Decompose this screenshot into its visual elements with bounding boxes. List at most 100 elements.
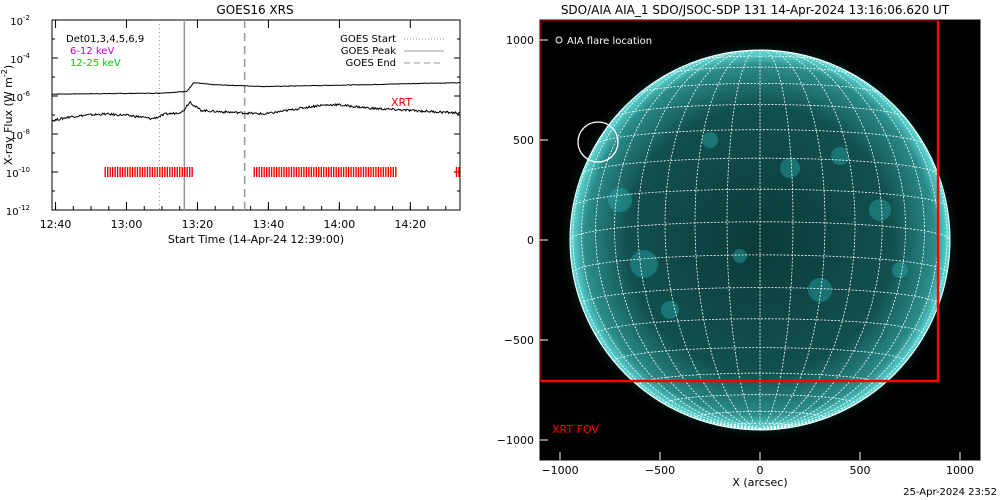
latitude-line <box>698 55 822 61</box>
active-region <box>661 301 679 319</box>
xrt-label: XRT <box>391 96 412 109</box>
legend-goes-start: GOES Start <box>340 34 396 45</box>
map-y-tick-label: 0 <box>527 234 534 247</box>
y-tick-base: 10 <box>6 169 19 180</box>
map-title: SDO/AIA AIA_1 SDO/JSOC-SDP 131 14-Apr-20… <box>561 3 950 17</box>
longitude-line <box>759 239 951 430</box>
longitude-line <box>726 49 761 430</box>
legend-goes-end: GOES End <box>346 58 396 69</box>
xrt-interval <box>253 167 397 177</box>
longitude-line <box>759 49 826 430</box>
longitude-line <box>759 74 948 430</box>
y-tick-label: 10-6 <box>10 90 30 104</box>
map-x-axis-label: X (arcsec) <box>732 476 787 489</box>
active-region <box>702 132 718 148</box>
y-tick-exponent: -2 <box>23 14 30 22</box>
y-tick-label: 10-2 <box>10 14 30 28</box>
y-tick-base: 10 <box>6 207 19 218</box>
xrt-fov-label: XRT FOV <box>552 423 599 436</box>
x-axis-label: Start Time (14-Apr-24 12:39:00) <box>168 233 344 246</box>
active-region <box>608 188 632 212</box>
y-tick-label: 10-10 <box>6 166 30 180</box>
x-tick-label: 12:40 <box>40 218 72 231</box>
longitude-line <box>572 74 761 430</box>
y-axis-label-main: X-ray Flux (W m <box>2 77 15 165</box>
active-region <box>831 147 849 165</box>
xrt-fov-box <box>540 20 940 383</box>
y-tick-exponent: -8 <box>23 128 30 136</box>
chart-title: GOES16 XRS <box>216 3 293 17</box>
flare-location-circle <box>577 121 619 163</box>
flare-legend-icon <box>555 36 563 44</box>
latitude-line <box>666 66 854 75</box>
latitude-line <box>581 287 939 305</box>
y-tick-base: 10 <box>10 93 23 104</box>
x-tick-label: 14:00 <box>324 218 356 231</box>
longitude-line <box>664 50 761 430</box>
map-x-tick-label: −1000 <box>541 464 578 477</box>
map-x-tick-label: 500 <box>850 464 871 477</box>
y-tick-label: 10-8 <box>10 128 30 142</box>
active-region <box>780 158 800 178</box>
active-region <box>892 262 908 278</box>
xrt-interval <box>104 167 193 177</box>
y-axis-label: X-ray Flux (W m-2) <box>0 65 15 165</box>
map-x-tick-label: 1000 <box>946 464 974 477</box>
longitude-line <box>569 239 761 430</box>
xrt-interval <box>455 167 460 177</box>
solar-limb <box>569 49 951 431</box>
y-tick-label: 10-12 <box>6 204 30 218</box>
map-legend: AIA flare location <box>555 36 652 47</box>
event-legend: GOES Start GOES Peak GOES End <box>340 34 444 69</box>
map-y-tick-label: −500 <box>504 334 534 347</box>
flare-legend-label: AIA flare location <box>567 36 652 47</box>
y-tick-base: 10 <box>10 131 23 142</box>
longitude-line <box>759 50 883 430</box>
longitude-line <box>759 57 939 430</box>
active-region <box>630 250 658 278</box>
y-axis-label-close: ) <box>2 65 15 69</box>
active-region <box>808 278 832 302</box>
legend-series-1: 6-12 keV <box>70 46 114 57</box>
x-tick-label: 13:00 <box>111 218 143 231</box>
heliographic-grid <box>569 49 951 430</box>
map-x-tick-label: −500 <box>645 464 675 477</box>
latitude-line <box>614 104 906 118</box>
longitude-line <box>759 51 906 430</box>
y-axis-label-exponent: -2 <box>0 69 9 77</box>
x-tick-label: 13:40 <box>253 218 285 231</box>
longitude-line <box>614 51 761 430</box>
y-tick-label: 10-4 <box>10 52 30 66</box>
active-region <box>869 199 891 221</box>
y-tick-exponent: -12 <box>19 204 30 212</box>
longitude-line <box>694 49 761 430</box>
y-tick-base: 10 <box>10 17 23 28</box>
map-y-tick-label: −1000 <box>497 434 534 447</box>
latitude-line <box>572 254 948 273</box>
longitude-line <box>595 52 761 430</box>
footer-timestamp: 25-Apr-2024 23:52 <box>903 487 997 498</box>
longitude-line <box>637 50 761 430</box>
x-tick-label: 14:20 <box>394 218 426 231</box>
latitude-line <box>572 188 948 207</box>
legend-goes-peak: GOES Peak <box>341 46 396 57</box>
map-x-tick-label: 0 <box>757 464 764 477</box>
y-tick-exponent: -10 <box>19 166 30 174</box>
detector-label: Det01,3,4,5,6,9 <box>66 34 144 45</box>
longitude-line <box>581 57 761 430</box>
map-y-tick-label: 500 <box>513 134 534 147</box>
y-tick-exponent: -4 <box>23 52 31 60</box>
y-tick-base: 10 <box>10 55 23 66</box>
longitude-line <box>759 52 925 430</box>
legend-series-2: 12-25 keV <box>70 58 121 69</box>
active-region <box>733 249 747 263</box>
latitude-line <box>639 83 881 94</box>
longitude-line <box>759 49 794 430</box>
longitude-line <box>759 50 856 430</box>
y-tick-exponent: -6 <box>23 90 31 98</box>
x-tick-label: 13:20 <box>182 218 214 231</box>
series-line-1 <box>52 81 461 95</box>
map-y-tick-label: 1000 <box>506 34 534 47</box>
